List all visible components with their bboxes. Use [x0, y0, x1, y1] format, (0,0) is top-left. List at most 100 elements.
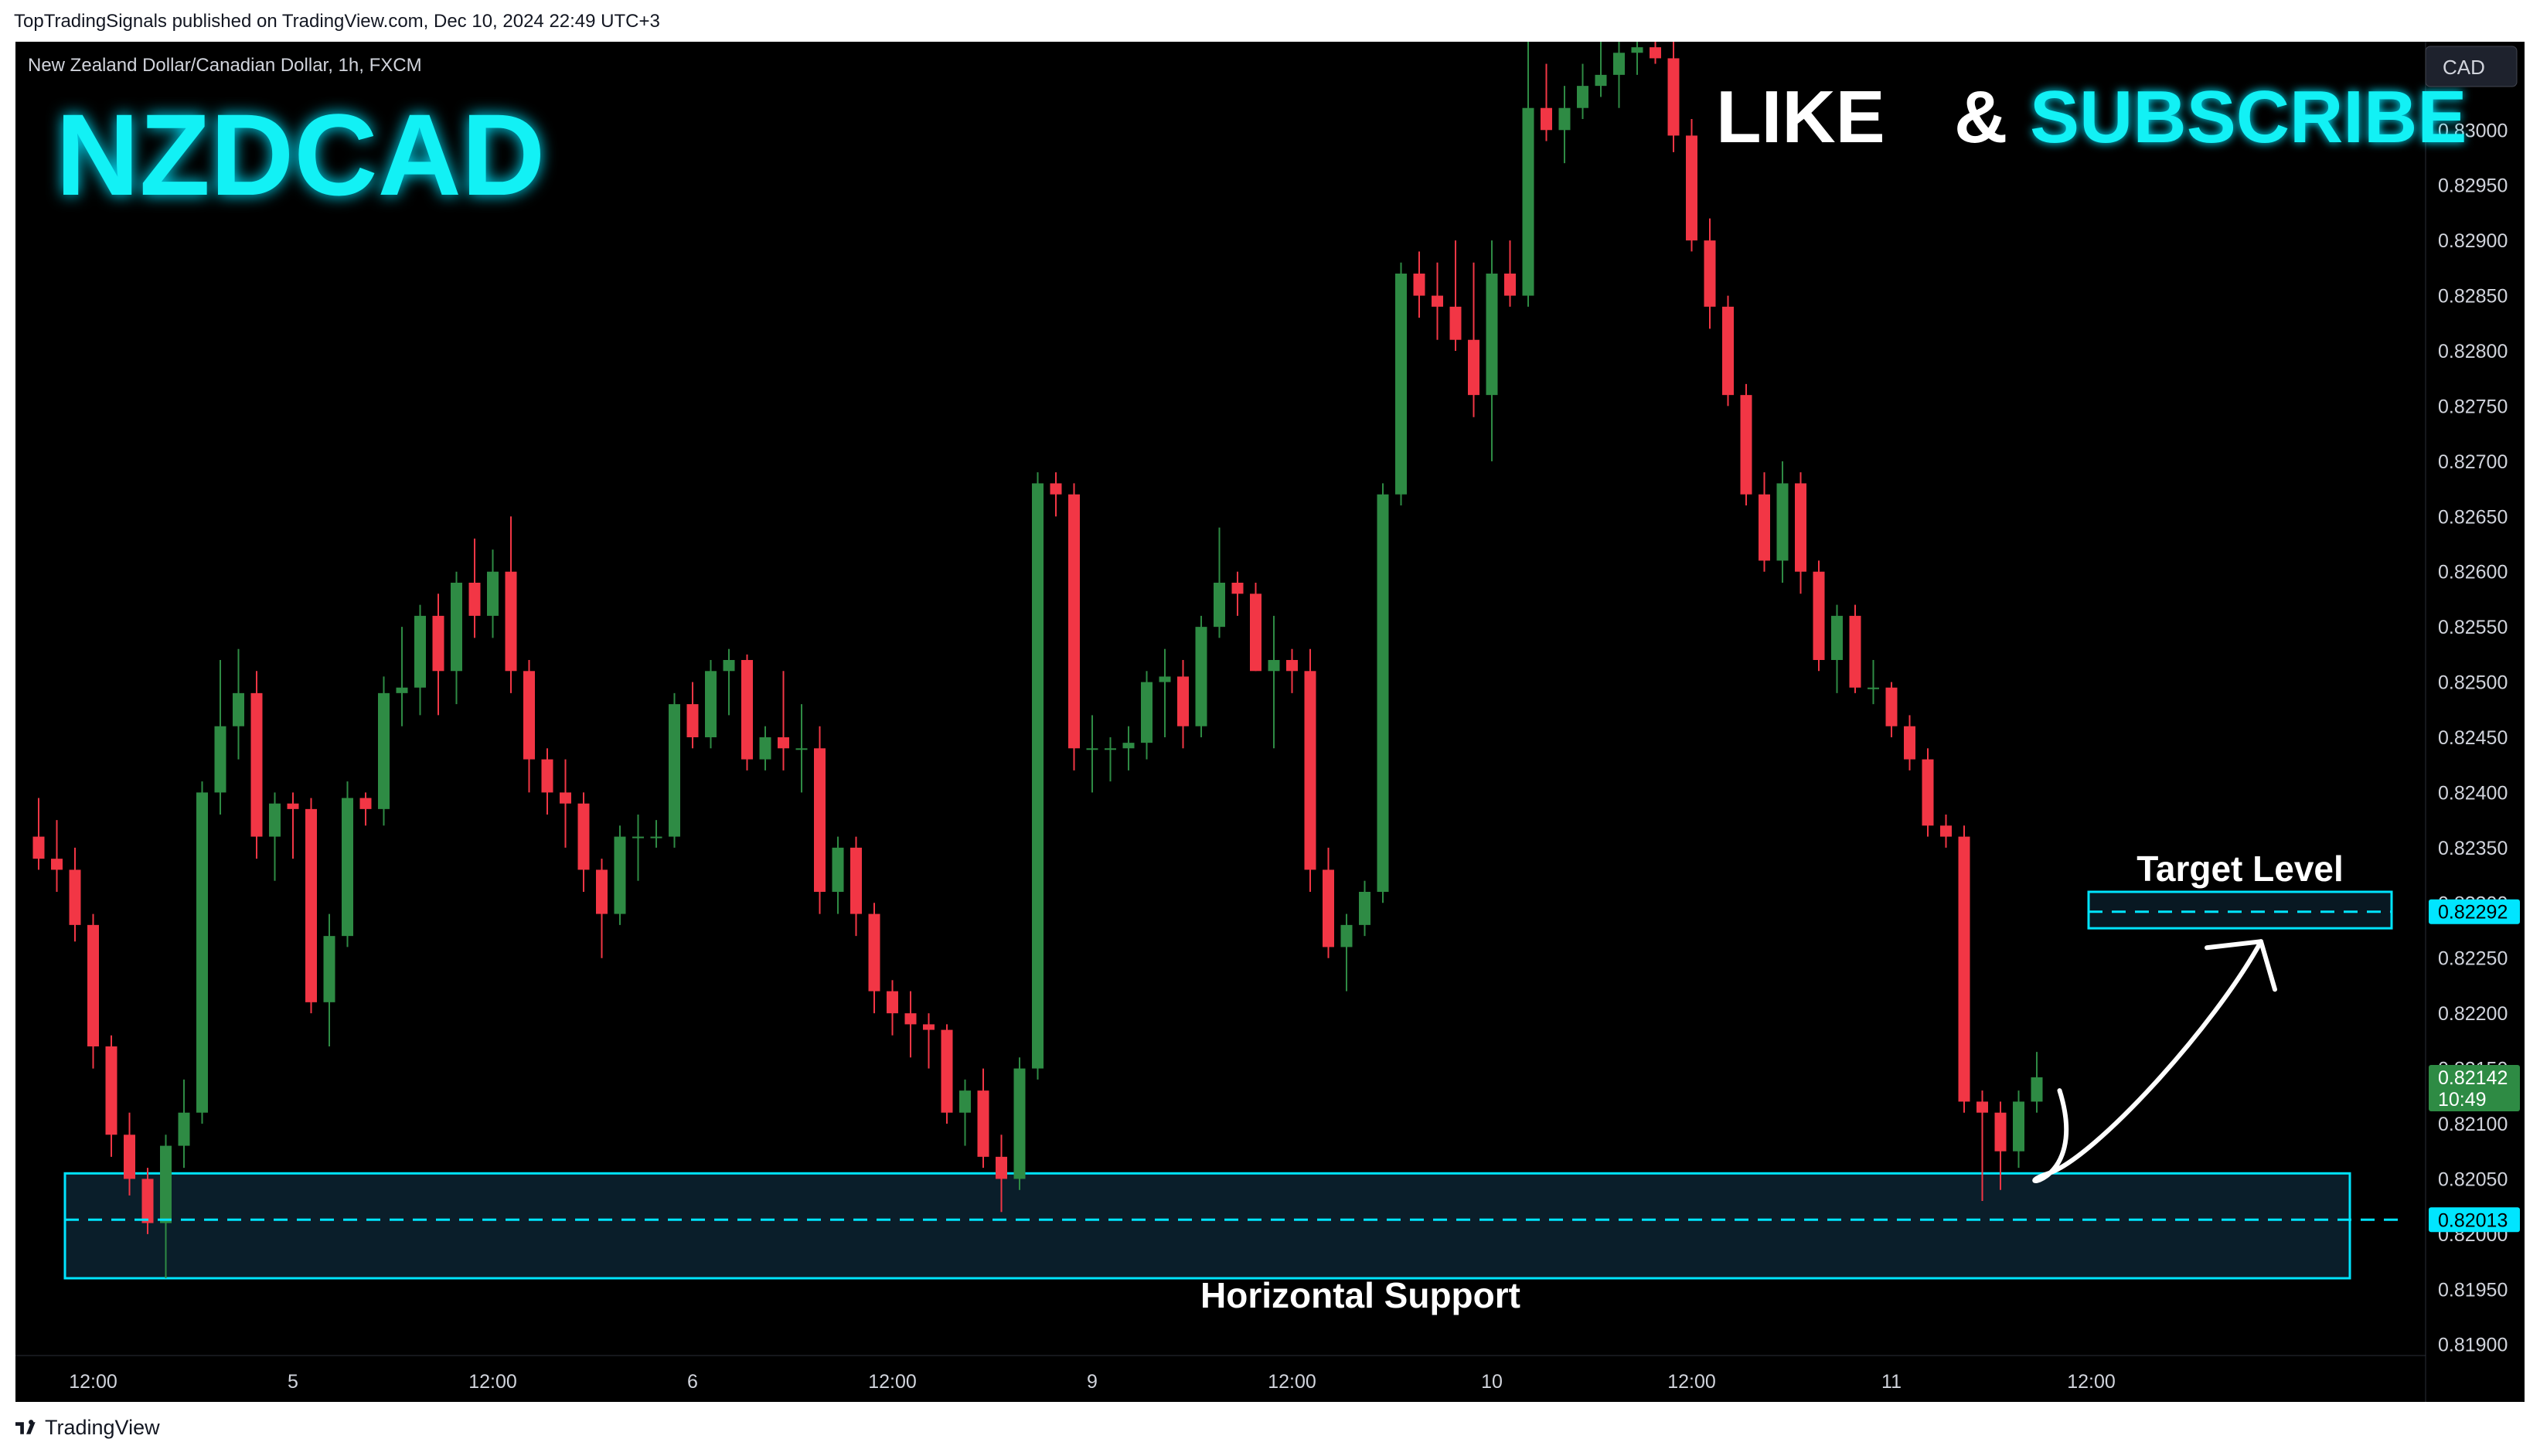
- candle[interactable]: [124, 1112, 135, 1196]
- candle[interactable]: [650, 820, 662, 848]
- candle[interactable]: [941, 1024, 953, 1124]
- candle[interactable]: [1214, 527, 1225, 638]
- candle[interactable]: [1831, 604, 1843, 693]
- candle[interactable]: [468, 538, 481, 638]
- candle[interactable]: [1413, 251, 1425, 318]
- candle[interactable]: [560, 759, 571, 848]
- candle[interactable]: [250, 671, 263, 859]
- candle[interactable]: [923, 1013, 935, 1069]
- candle[interactable]: [1323, 847, 1334, 958]
- candle[interactable]: [850, 836, 862, 937]
- candle[interactable]: [1141, 671, 1153, 760]
- currency-badge[interactable]: CAD: [2425, 46, 2518, 87]
- candle[interactable]: [105, 1035, 117, 1157]
- candle[interactable]: [323, 913, 335, 1046]
- candle[interactable]: [1577, 63, 1588, 119]
- candle[interactable]: [705, 660, 717, 749]
- candle[interactable]: [814, 726, 826, 914]
- candle[interactable]: [1704, 218, 1716, 329]
- candle[interactable]: [1159, 648, 1171, 737]
- candle[interactable]: [1231, 571, 1244, 616]
- candle[interactable]: [1885, 682, 1898, 737]
- candle[interactable]: [632, 815, 644, 881]
- candle[interactable]: [1541, 63, 1552, 141]
- candle[interactable]: [214, 660, 226, 815]
- candle[interactable]: [69, 847, 81, 942]
- candle[interactable]: [577, 792, 590, 892]
- candle[interactable]: [541, 748, 553, 815]
- candle[interactable]: [1994, 1101, 2007, 1190]
- candle[interactable]: [1068, 483, 1080, 771]
- candle[interactable]: [1722, 295, 1734, 407]
- candle[interactable]: [1359, 880, 1370, 937]
- candle[interactable]: [868, 903, 880, 1014]
- candle[interactable]: [196, 781, 208, 1124]
- target-price-tag[interactable]: 0.82292: [2429, 899, 2520, 924]
- candle[interactable]: [1776, 461, 1789, 583]
- candle[interactable]: [1922, 748, 1934, 837]
- candle[interactable]: [1395, 262, 1407, 505]
- candle[interactable]: [1032, 472, 1044, 1080]
- candle[interactable]: [1613, 42, 1625, 108]
- candle[interactable]: [1432, 262, 1443, 340]
- candle[interactable]: [1250, 583, 1261, 672]
- candle[interactable]: [178, 1079, 190, 1169]
- candle[interactable]: [141, 1168, 154, 1234]
- candle[interactable]: [832, 836, 844, 914]
- candle[interactable]: [1868, 660, 1879, 705]
- candle[interactable]: [1449, 240, 1462, 351]
- candle[interactable]: [1977, 1090, 1988, 1201]
- candle[interactable]: [1504, 240, 1516, 307]
- target-zone[interactable]: [2087, 890, 2393, 930]
- candle[interactable]: [759, 726, 771, 771]
- candle[interactable]: [233, 648, 244, 760]
- candle[interactable]: [1795, 472, 1806, 594]
- candle[interactable]: [1958, 825, 1970, 1113]
- candle[interactable]: [1195, 615, 1207, 737]
- candle[interactable]: [32, 798, 45, 870]
- candle[interactable]: [795, 704, 808, 793]
- candle[interactable]: [959, 1079, 971, 1146]
- candle[interactable]: [1086, 715, 1098, 793]
- candle[interactable]: [1177, 660, 1189, 749]
- candle[interactable]: [359, 792, 372, 826]
- candle[interactable]: [1377, 483, 1389, 903]
- candle[interactable]: [1759, 472, 1770, 572]
- candle[interactable]: [996, 1135, 1007, 1213]
- candle[interactable]: [778, 671, 789, 771]
- candle[interactable]: [1849, 604, 1861, 693]
- candle[interactable]: [305, 798, 317, 1014]
- candle[interactable]: [287, 792, 299, 859]
- candle[interactable]: [396, 627, 408, 726]
- candle[interactable]: [378, 676, 390, 826]
- candle[interactable]: [87, 913, 99, 1069]
- candle[interactable]: [1340, 913, 1353, 992]
- candle[interactable]: [904, 991, 917, 1058]
- candle[interactable]: [1122, 726, 1135, 771]
- candle[interactable]: [1304, 648, 1316, 892]
- candle[interactable]: [1740, 383, 1752, 505]
- candle[interactable]: [1595, 42, 1607, 97]
- support-zone[interactable]: [63, 1172, 2351, 1280]
- candle[interactable]: [487, 549, 499, 638]
- candle[interactable]: [451, 571, 462, 705]
- candle[interactable]: [1013, 1057, 1026, 1190]
- candle[interactable]: [977, 1068, 989, 1169]
- candle[interactable]: [1050, 472, 1062, 517]
- candle[interactable]: [342, 781, 353, 947]
- candle[interactable]: [1631, 42, 1643, 75]
- candle[interactable]: [414, 604, 426, 716]
- candle[interactable]: [2031, 1052, 2043, 1113]
- candle[interactable]: [1286, 648, 1298, 693]
- candle[interactable]: [1940, 815, 1952, 848]
- candle[interactable]: [686, 682, 699, 749]
- candle[interactable]: [1486, 240, 1498, 461]
- candle[interactable]: [1667, 42, 1680, 152]
- candle[interactable]: [1813, 560, 1825, 672]
- candle[interactable]: [723, 648, 735, 716]
- candle[interactable]: [1522, 42, 1534, 307]
- candle[interactable]: [1686, 119, 1697, 252]
- candle[interactable]: [1105, 737, 1116, 782]
